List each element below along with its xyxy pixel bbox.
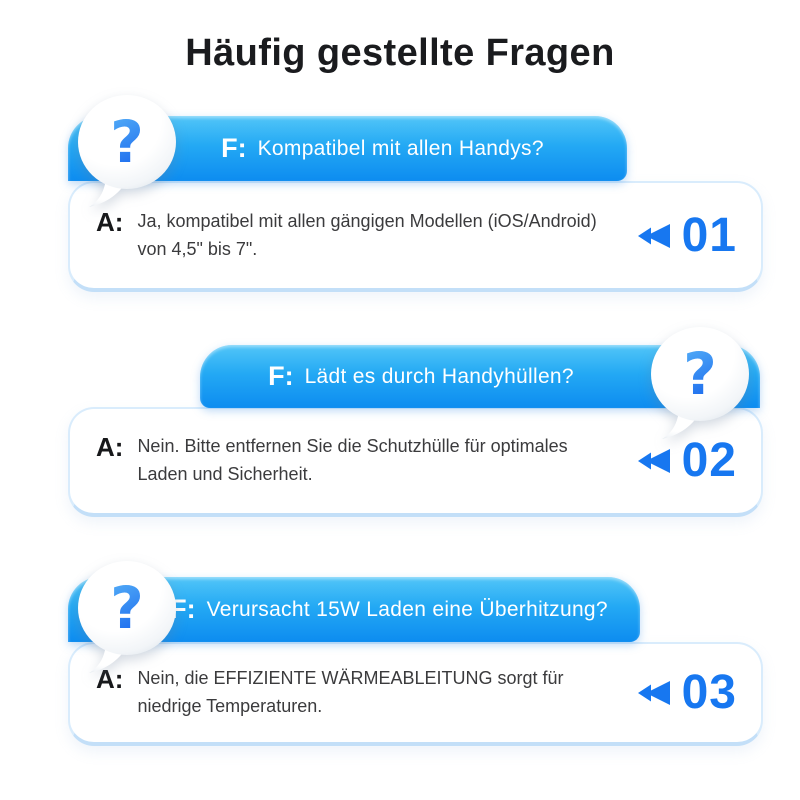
question-bubble-icon: ? — [645, 323, 751, 441]
rewind-icon — [637, 681, 670, 705]
faq-number: 02 — [681, 434, 737, 487]
page-title: Häufig gestellte Fragen — [185, 32, 615, 74]
answer-row: A: Nein. Bitte entfernen Sie die Schutzh… — [96, 433, 599, 489]
answer-card: A: Ja, kompatibel mit allen gängigen Mod… — [68, 181, 763, 292]
answer-card: A: Nein, die EFFIZIENTE WÄRMEABLEITUNG s… — [68, 642, 763, 746]
svg-text:?: ? — [110, 574, 144, 642]
answer-row: A: Ja, kompatibel mit allen gängigen Mod… — [96, 208, 599, 264]
answer-prefix: A: — [96, 432, 124, 463]
faq-number-group: 02 — [636, 437, 737, 485]
question-bubble-icon: ? — [72, 91, 178, 209]
answer-prefix: A: — [96, 664, 124, 695]
answer-text: Ja, kompatibel mit allen gängigen Modell… — [137, 210, 597, 259]
faq-number: 03 — [681, 666, 737, 719]
answer-text: Nein, die EFFIZIENTE WÄRMEABLEITUNG sorg… — [137, 668, 564, 716]
answer-prefix: A: — [96, 206, 124, 237]
svg-text:?: ? — [110, 108, 144, 176]
svg-text:?: ? — [683, 340, 717, 408]
faq-number: 01 — [681, 208, 737, 262]
question-text: Kompatibel mit allen Handys? — [257, 136, 544, 160]
faq-number-group: 03 — [636, 669, 737, 717]
answer-text: Nein. Bitte entfernen Sie die Schutzhüll… — [137, 436, 568, 484]
faq-number-group: 01 — [636, 208, 737, 262]
rewind-icon — [637, 449, 670, 473]
question-text: Verursacht 15W Laden eine Überhitzung? — [206, 597, 608, 621]
question-text: Lädt es durch Handyhüllen? — [304, 364, 574, 388]
question-bubble-icon: ? — [72, 557, 178, 675]
answer-row: A: Nein, die EFFIZIENTE WÄRMEABLEITUNG s… — [96, 665, 599, 721]
question-prefix: F: — [221, 133, 247, 163]
answer-card: A: Nein. Bitte entfernen Sie die Schutzh… — [68, 407, 763, 517]
rewind-icon — [637, 223, 670, 248]
question-prefix: F: — [268, 361, 294, 391]
